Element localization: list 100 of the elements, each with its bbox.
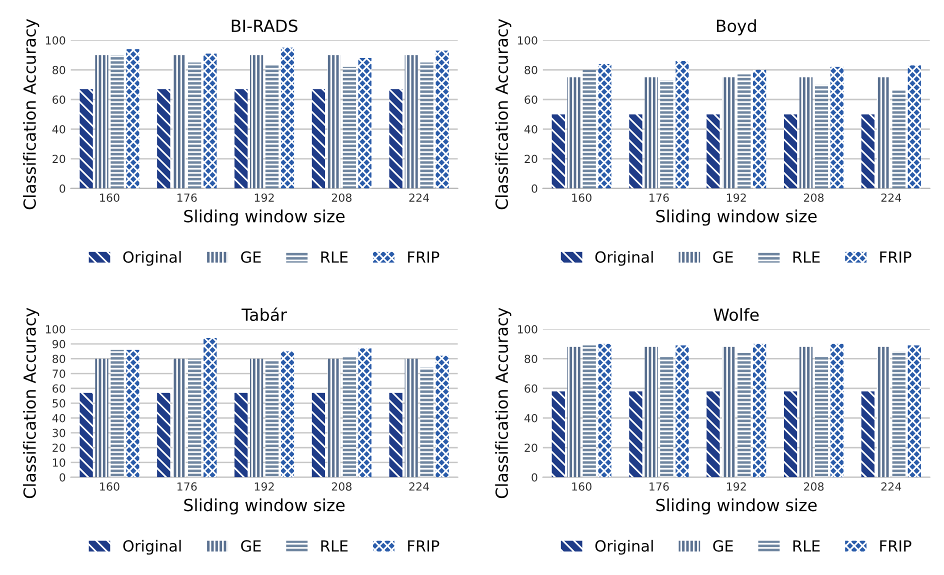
x-tick-label: 224 [409,193,430,202]
bar [312,392,326,478]
bar [784,391,798,478]
bar [126,49,140,188]
bar [404,358,418,478]
bar [157,392,170,478]
x-axis-title: Sliding window size [656,210,817,226]
legend-label: RLE [793,251,820,263]
x-tick-label: 208 [804,193,824,202]
bar [420,368,434,478]
bar [738,74,751,188]
bar [280,48,294,188]
legend-label: GE [713,251,733,263]
bar [80,89,93,188]
bar [567,77,580,188]
bar [327,55,341,188]
bar [582,345,596,478]
y-tick-label: 30 [52,428,66,438]
bar [582,70,596,188]
bar [876,77,890,188]
y-tick-label: 90 [52,340,66,348]
y-tick-label: 40 [524,414,538,422]
y-tick-label: 60 [52,384,66,393]
legend-label: GE [241,251,261,263]
legend-label: RLE [321,251,348,263]
y-tick-label: 20 [52,154,66,164]
y-tick-label: 60 [524,384,538,393]
bar [861,114,875,188]
x-axis-title: Sliding window size [184,210,345,226]
bar [204,338,217,478]
bar [660,356,674,478]
x-tick-label: 176 [650,193,669,202]
bar [204,54,217,188]
bar [312,89,326,188]
bar [676,60,689,188]
x-tick-label: 224 [409,482,430,491]
y-tick-label: 0 [60,184,66,193]
bar [598,64,612,188]
x-tick-label: 208 [332,193,352,202]
bar [722,346,736,478]
bar [892,90,906,188]
bar [95,358,108,478]
bar [738,352,751,478]
bar [342,66,356,188]
bar [172,55,186,188]
x-tick-label: 208 [804,482,824,491]
bar [80,392,93,478]
bar [234,392,248,478]
bar [830,66,844,188]
bar [265,360,279,478]
bar [799,346,813,478]
legend-label: FRIP [408,251,440,263]
y-tick-label: 40 [52,125,66,134]
bar [814,84,828,188]
bar [110,55,124,188]
bar [404,55,418,188]
x-tick-label: 160 [572,482,592,491]
chart-title: Tabár [242,307,287,322]
bar [172,358,186,478]
bar [676,345,689,478]
bar [358,348,372,478]
y-tick-label: 80 [524,354,538,364]
y-tick-label: 0 [60,473,66,482]
bar [706,114,720,188]
bar [908,345,921,478]
y-tick-label: 100 [518,36,538,45]
y-tick-label: 100 [46,36,66,45]
legend-label: Original [123,540,181,555]
y-tick-label: 10 [53,458,66,467]
x-tick-label: 160 [572,193,592,202]
y-axis-title: Classification Accuracy [23,18,40,210]
y-tick-label: 80 [52,66,66,74]
bar [644,346,658,478]
x-tick-label: 224 [881,193,902,202]
x-tick-label: 160 [100,482,120,491]
bar [799,77,813,188]
bar [753,70,766,188]
y-tick-label: 20 [524,444,538,452]
bar [327,358,341,478]
bar [629,114,642,188]
bar [188,358,202,478]
x-tick-label: 192 [726,482,746,491]
bar [830,344,844,478]
y-tick-label: 0 [532,184,538,193]
x-tick-label: 192 [726,193,746,202]
bar [342,357,356,478]
y-tick-label: 20 [52,444,66,452]
x-tick-label: 192 [254,193,274,202]
bar [706,391,720,478]
bar [110,350,124,478]
bar [436,50,449,188]
chart-title: Wolfe [714,308,759,322]
bar [784,114,798,188]
y-tick-label: 50 [52,399,66,408]
bar [389,392,402,478]
bar [908,65,921,188]
bar [753,344,766,478]
bar [234,89,248,188]
y-tick-label: 0 [532,473,538,482]
bar [814,356,828,478]
